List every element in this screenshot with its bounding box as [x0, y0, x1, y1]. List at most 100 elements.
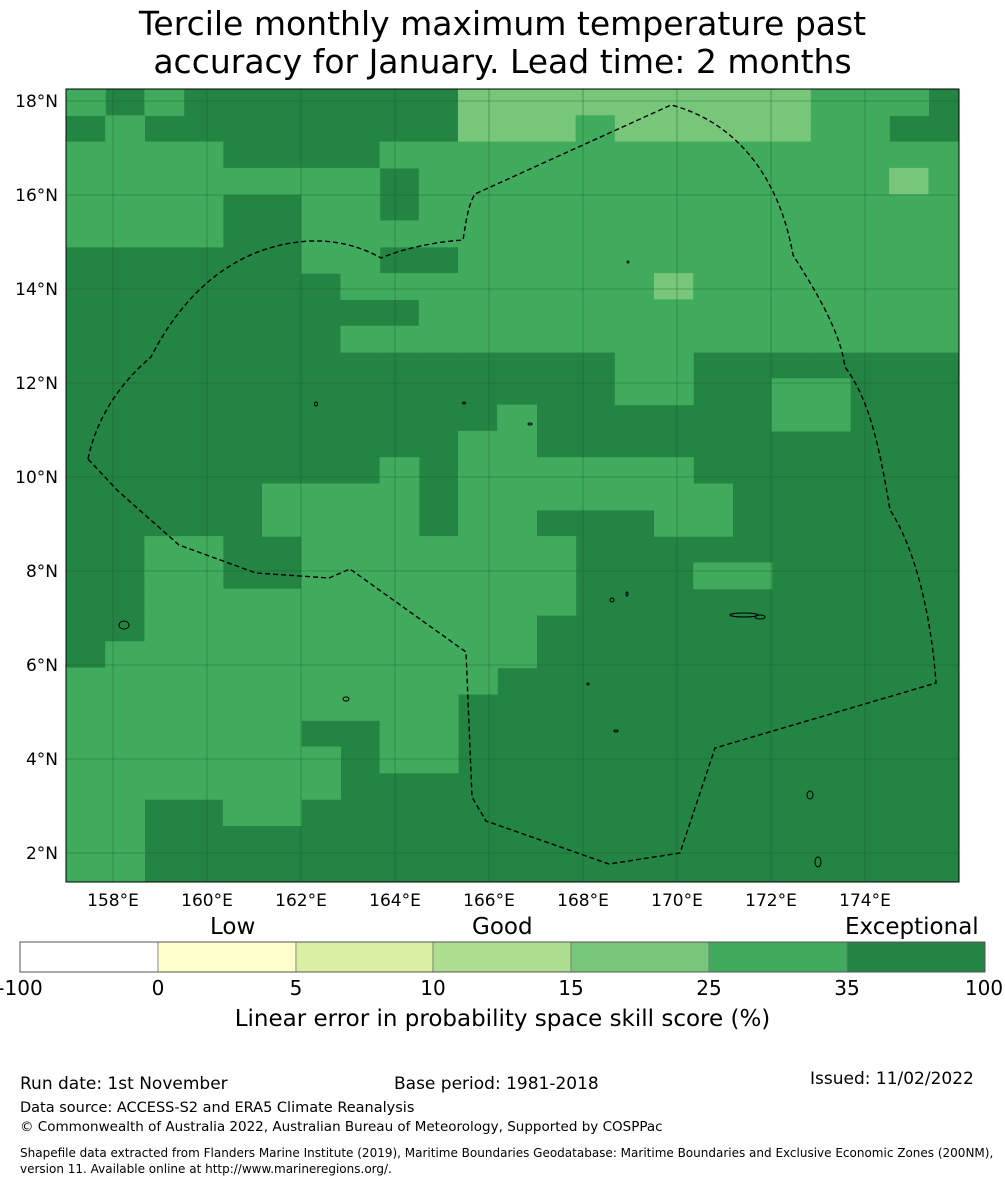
- grid-cell: [654, 89, 694, 116]
- grid-cell: [575, 325, 616, 353]
- grid-cell: [693, 141, 733, 169]
- island-outline: [609, 597, 615, 603]
- latitude-label: 12°N: [15, 374, 58, 394]
- grid-cell: [693, 273, 733, 300]
- grid-cell: [889, 273, 929, 300]
- grid-cell: [732, 115, 773, 143]
- grid-cell: [732, 325, 773, 353]
- longitude-labels: 158°E 160°E 162°E 164°E 166°E 168°E 170°E 172°E…: [87, 891, 891, 911]
- grid-cell: [418, 720, 459, 748]
- island-outline: [806, 790, 814, 800]
- island-outlines: [118, 260, 822, 868]
- skill-score-grid: [66, 89, 1005, 882]
- grid-cell: [575, 141, 616, 169]
- latitude-label: 18°N: [15, 92, 58, 112]
- grid-cell: [144, 667, 185, 695]
- grid-cell: [222, 588, 263, 616]
- colorbar-tick: 35: [834, 976, 860, 1000]
- grid-cell: [262, 772, 302, 800]
- grid-cell: [771, 141, 812, 169]
- grid-cell: [222, 693, 263, 721]
- colorbar-tick: 25: [696, 976, 722, 1000]
- grid-cell: [968, 247, 1005, 274]
- grid-cell: [497, 562, 537, 590]
- grid-cell: [810, 89, 851, 116]
- grid-cell: [810, 194, 851, 222]
- grid-cell: [418, 588, 459, 616]
- island-outline: [527, 422, 533, 426]
- grid-cell: [458, 509, 498, 537]
- colorbar-segment: [295, 941, 434, 973]
- grid-cell: [379, 141, 420, 169]
- grid-cell: [536, 194, 577, 222]
- grid-cell: [183, 615, 224, 642]
- grid-cell: [614, 220, 655, 248]
- grid-cell: [66, 825, 106, 853]
- grid-cell: [497, 167, 537, 195]
- grid-cell: [66, 693, 106, 721]
- grid-cell: [575, 194, 616, 222]
- grid-cell: [771, 299, 812, 327]
- grid-cell: [458, 141, 498, 169]
- latitude-label: 6°N: [26, 656, 58, 676]
- grid-cell: [105, 746, 145, 774]
- grid-cell: [536, 115, 577, 143]
- grid-cell: [968, 326, 1005, 353]
- grid-cell: [340, 220, 381, 248]
- grid-cell: [889, 246, 929, 274]
- grid-cell: [536, 89, 577, 116]
- grid-cell: [732, 273, 773, 300]
- grid-cell: [771, 220, 812, 248]
- grid-cell: [105, 141, 145, 169]
- grid-cell: [693, 89, 733, 116]
- grid-cell: [575, 299, 616, 327]
- grid-cell: [379, 457, 420, 485]
- grid-cell: [66, 141, 106, 169]
- grid-cell: [105, 878, 145, 882]
- grid-cell: [105, 825, 145, 853]
- grid-cell: [379, 746, 420, 774]
- grid-cell: [928, 220, 959, 248]
- grid-cell: [536, 325, 577, 353]
- grid-cell: [497, 483, 537, 511]
- grid-cell: [928, 246, 959, 274]
- grid-cell: [575, 167, 616, 195]
- grid-cell: [614, 167, 655, 195]
- grid-cell: [458, 430, 498, 458]
- grid-cell: [458, 194, 498, 222]
- grid-cell: [262, 799, 302, 826]
- grid-cell: [497, 641, 537, 669]
- grid-cell: [105, 167, 145, 195]
- map-title-line-2: accuracy for January. Lead time: 2 month…: [153, 42, 852, 81]
- eez-boundary: [87, 104, 937, 865]
- grid-cell: [810, 325, 851, 353]
- colorbar-tick: 10: [420, 976, 446, 1000]
- grid-cell: [536, 273, 577, 300]
- grid-cell: [654, 115, 694, 143]
- grid-cell: [222, 615, 263, 642]
- grid-cell: [497, 588, 537, 616]
- grid-cell: [379, 220, 420, 248]
- grid-cell: [536, 562, 577, 590]
- grid-cell: [301, 483, 341, 511]
- grid-cell: [928, 299, 959, 327]
- grid-cell: [771, 378, 812, 406]
- shapefile-credit-line-2: version 11. Available online at http://w…: [20, 1162, 392, 1176]
- grid-cell: [497, 246, 537, 274]
- grid-cell: [654, 509, 694, 537]
- grid-cell: [340, 641, 381, 669]
- grid-cell: [850, 141, 890, 169]
- latitude-labels: 18°N 16°N 14°N 12°N 10°N 8°N 6°N 4°N 2°N: [15, 92, 58, 864]
- grid-cell: [732, 141, 773, 169]
- grid-cell: [262, 667, 302, 695]
- shapefile-credit-line-1: Shapefile data extracted from Flanders M…: [20, 1146, 994, 1160]
- colorbar-tick: 15: [558, 976, 584, 1000]
- colorbar-segment: [708, 941, 848, 973]
- grid-cell: [379, 641, 420, 669]
- grid-cell: [654, 167, 694, 195]
- grid-cell: [418, 141, 459, 169]
- colorbar-segment: [846, 941, 986, 973]
- grid-cell: [810, 299, 851, 327]
- grid-cell: [732, 299, 773, 327]
- grid-cell: [693, 562, 733, 590]
